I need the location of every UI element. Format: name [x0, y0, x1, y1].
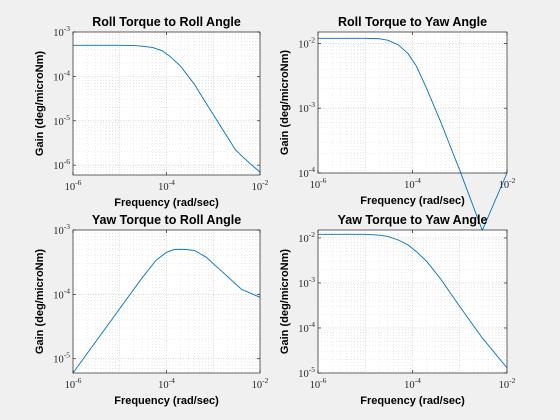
x-tick-label: 10-4	[158, 376, 175, 391]
x-tick-label: 10-2	[499, 176, 516, 191]
y-tick-label: 10-2	[298, 230, 315, 245]
y-tick-label: 10-3	[53, 24, 70, 39]
y-tick-label: 10-4	[298, 165, 315, 180]
y-tick-label: 10-4	[53, 68, 70, 83]
y-tick-label: 10-3	[298, 100, 315, 115]
y-axis-label: Gain (deg/microNm)	[279, 50, 291, 155]
x-tick-label: 10-4	[404, 376, 421, 391]
x-tick-label: 10-4	[158, 178, 175, 193]
x-tick-label: 10-6	[65, 376, 82, 391]
y-axis-label: Gain (deg/microNm)	[34, 249, 46, 354]
y-tick-label: 10-4	[298, 320, 315, 335]
x-axis-label: Frequency (rad/sec)	[360, 395, 465, 407]
y-tick-label: 10-4	[53, 286, 70, 301]
y-tick-label: 10-5	[53, 351, 70, 366]
y-tick-label: 10-3	[53, 222, 70, 237]
x-tick-label: 10-2	[499, 376, 516, 391]
x-tick-label: 10-2	[252, 178, 269, 193]
series-line-1	[318, 233, 508, 369]
series-line-1	[72, 248, 261, 374]
chart-title: Yaw Torque to Roll Angle	[92, 213, 241, 227]
x-tick-label: 10-2	[252, 376, 269, 391]
y-tick-label: 10-3	[298, 275, 315, 290]
x-tick-label: 10-6	[65, 178, 82, 193]
y-tick-label: 10-2	[298, 35, 315, 50]
subplot-3: 10-6 10-4 10-2 10-5 10-4 10-3 Yaw Torque to Ro…	[34, 213, 269, 407]
y-tick-label: 10-6	[53, 157, 70, 172]
series-line-1	[73, 44, 261, 173]
x-tick-label: 10-6	[310, 176, 327, 191]
x-tick-label: 10-6	[310, 376, 327, 391]
subplot-1: 10-6 10-4 10-2 10-6 10-5 10-4 10-3 Roll Torque …	[34, 15, 269, 209]
x-tick-label: 10-4	[404, 176, 421, 191]
plot-area	[73, 230, 260, 373]
x-axis-label: Frequency (rad/sec)	[114, 197, 219, 209]
y-axis-label: Gain (deg/microNm)	[34, 51, 46, 156]
chart-title: Yaw Torque to Yaw Angle	[338, 213, 488, 227]
chart-title: Roll Torque to Roll Angle	[92, 15, 241, 29]
series-line-1	[318, 37, 508, 232]
chart-title: Roll Torque to Yaw Angle	[338, 15, 487, 29]
y-axis-label: Gain (deg/microNm)	[279, 249, 291, 354]
y-tick-label: 10-5	[298, 365, 315, 380]
plot-area	[73, 32, 260, 175]
plot-area	[318, 230, 507, 373]
x-axis-label: Frequency (rad/sec)	[114, 395, 219, 407]
subplot-4: 10-6 10-4 10-2 10-5 10-4 10-3 10-2 Yaw Torque t…	[279, 213, 516, 407]
x-axis-label: Frequency (rad/sec)	[360, 195, 465, 207]
y-tick-label: 10-5	[53, 113, 70, 128]
